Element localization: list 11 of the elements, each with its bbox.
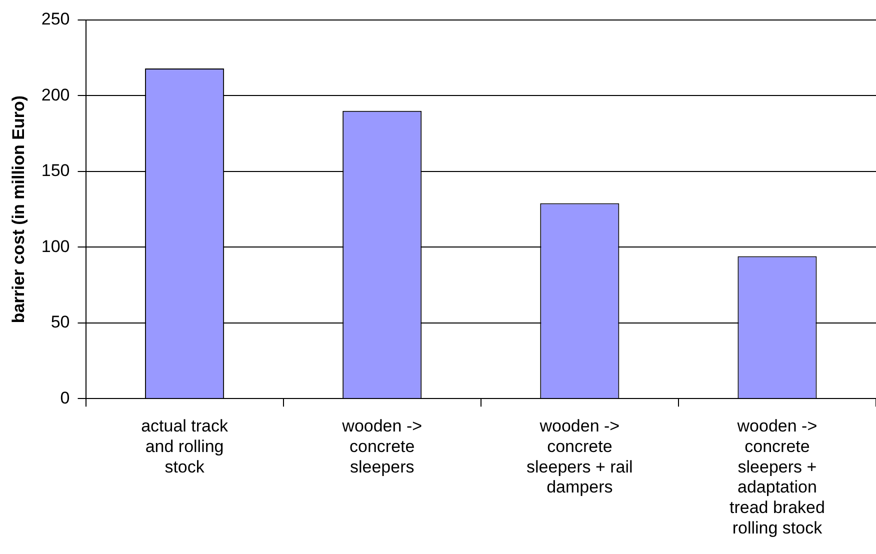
y-tick-label: 100 [41,236,70,256]
y-tick-label: 200 [41,85,70,104]
y-tick-label: 50 [50,312,70,332]
x-tick-label: actual track and rolling stock [141,416,228,476]
y-tick-label: 250 [41,10,70,29]
y-tick-label: 0 [60,388,70,408]
y-tick-label: 150 [41,161,70,180]
y-axis-title: barrier cost (in million Euro) [8,95,28,324]
x-tick-label: wooden -> concrete sleepers + rail dampers [526,416,633,497]
x-tick-label: wooden -> concrete sleepers [341,416,422,476]
x-tick-label: wooden -> concrete sleepers + adaptation tread braked rolling stock [729,416,825,538]
